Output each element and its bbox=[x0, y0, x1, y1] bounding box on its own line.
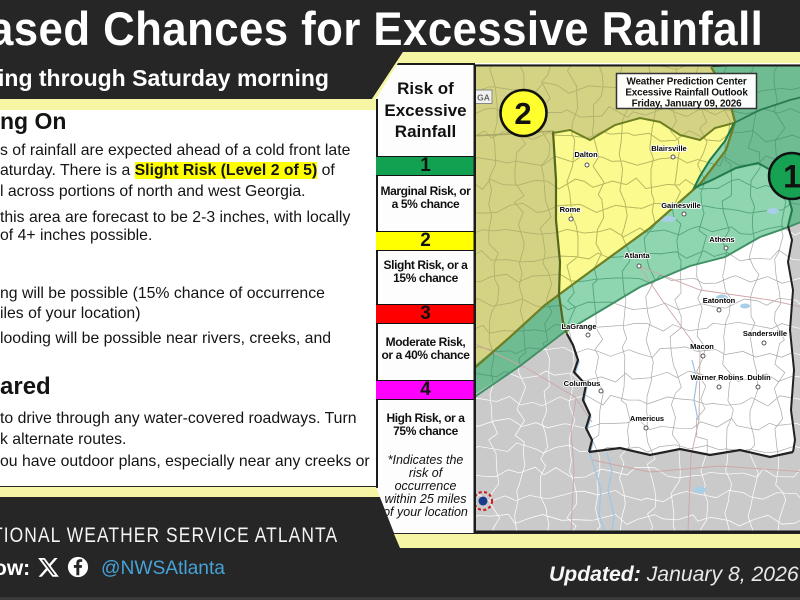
svg-text:Eatonton: Eatonton bbox=[703, 296, 736, 305]
svg-text:Athens: Athens bbox=[709, 235, 734, 244]
svg-text:Blairsville: Blairsville bbox=[651, 144, 686, 153]
svg-text:Weather Prediction Center: Weather Prediction Center bbox=[626, 77, 746, 88]
svg-text:LaGrange: LaGrange bbox=[561, 322, 596, 331]
svg-text:Excessive Rainfall Outlook: Excessive Rainfall Outlook bbox=[625, 88, 748, 99]
svg-text:Sandersville: Sandersville bbox=[743, 329, 787, 338]
svg-text:Dalton: Dalton bbox=[574, 150, 598, 159]
svg-text:Columbus: Columbus bbox=[564, 379, 601, 388]
svg-text:Macon: Macon bbox=[690, 342, 714, 351]
svg-text:Americus: Americus bbox=[630, 414, 664, 423]
svg-text:1: 1 bbox=[783, 159, 800, 195]
svg-text:Atlanta: Atlanta bbox=[624, 251, 650, 260]
svg-text:Friday, January 09, 2026: Friday, January 09, 2026 bbox=[632, 99, 743, 110]
svg-text:2: 2 bbox=[514, 96, 531, 131]
svg-text:Warner Robins: Warner Robins bbox=[690, 373, 743, 382]
svg-text:Gainesville: Gainesville bbox=[661, 201, 701, 210]
svg-text:Rome: Rome bbox=[560, 205, 581, 214]
svg-text:GA: GA bbox=[477, 93, 490, 103]
svg-text:Dublin: Dublin bbox=[747, 373, 771, 382]
